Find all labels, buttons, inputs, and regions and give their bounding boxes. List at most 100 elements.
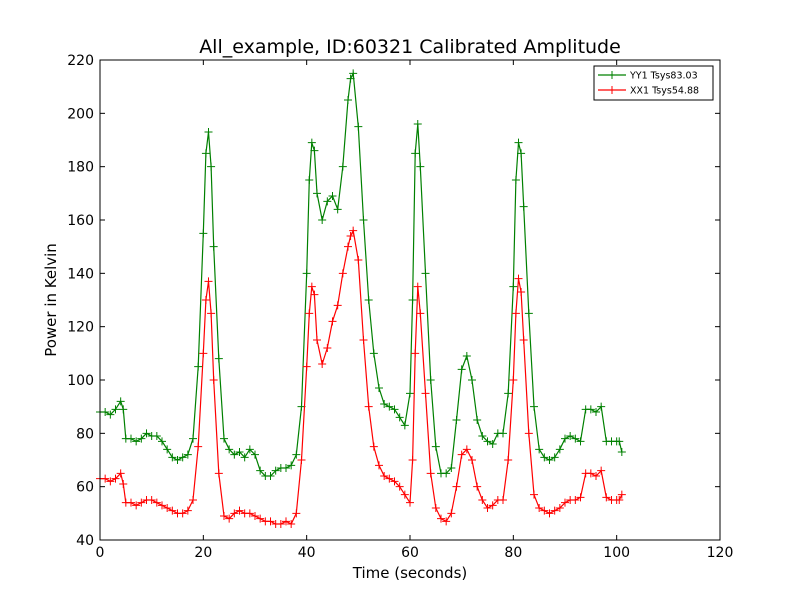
data-point	[338, 162, 347, 171]
data-point	[251, 512, 259, 520]
data-point	[106, 410, 115, 419]
x-tick-label: 60	[401, 545, 419, 561]
data-point	[478, 432, 487, 440]
data-point	[338, 269, 347, 278]
data-point	[354, 256, 363, 264]
data-point	[499, 496, 507, 504]
plot-frame	[99, 59, 721, 541]
data-point	[519, 336, 528, 344]
data-point	[282, 517, 290, 526]
data-point	[408, 296, 417, 304]
data-point	[395, 413, 404, 422]
data-point	[375, 384, 383, 392]
data-point	[349, 226, 358, 235]
data-point	[302, 362, 311, 371]
data-point	[576, 437, 585, 446]
data-point	[240, 453, 249, 462]
data-point	[313, 336, 321, 344]
legend-marker-1	[608, 86, 616, 94]
data-point	[111, 405, 120, 414]
data-point	[416, 309, 425, 318]
data-point	[292, 509, 301, 518]
data-point	[333, 301, 342, 310]
data-point	[566, 432, 575, 440]
data-point	[266, 517, 275, 526]
data-point	[406, 389, 414, 398]
data-point	[276, 520, 285, 528]
data-point	[127, 498, 135, 507]
data-point	[431, 504, 440, 512]
data-point	[173, 456, 182, 464]
data-point	[447, 509, 456, 518]
data-point	[225, 445, 234, 454]
data-point	[431, 442, 440, 451]
legend-label-1: XX1 Tsys54.88	[630, 86, 699, 97]
series-layer	[96, 69, 626, 528]
data-point	[287, 461, 296, 470]
data-point	[488, 440, 497, 448]
data-point	[178, 453, 187, 462]
data-point	[305, 176, 314, 184]
data-point	[457, 450, 466, 459]
data-point	[380, 472, 389, 480]
data-point	[555, 445, 564, 454]
y-axis-label: Power in Kelvin	[42, 243, 60, 357]
data-point	[318, 360, 327, 368]
data-point	[586, 405, 595, 414]
data-point	[442, 517, 451, 526]
data-point	[380, 400, 389, 408]
data-point	[119, 405, 128, 414]
data-point	[292, 450, 301, 459]
data-point	[545, 509, 554, 518]
data-point	[359, 216, 368, 224]
data-point	[271, 466, 280, 475]
legend-marker-0	[608, 71, 616, 79]
x-tick-label: 100	[603, 545, 630, 561]
data-point	[561, 434, 569, 443]
data-point	[168, 453, 177, 462]
data-point	[390, 405, 399, 414]
data-point	[517, 149, 526, 158]
data-point	[561, 498, 569, 507]
plot-area	[96, 60, 720, 540]
data-point	[535, 504, 544, 512]
data-point	[282, 464, 290, 472]
data-point	[199, 349, 208, 358]
data-point	[245, 445, 254, 454]
y-tick-label: 120	[67, 320, 94, 336]
data-point	[111, 474, 120, 483]
data-point	[251, 450, 259, 459]
data-point	[615, 496, 624, 504]
data-point	[344, 96, 352, 104]
data-point	[364, 402, 373, 411]
data-point	[189, 496, 197, 504]
data-point	[116, 397, 125, 406]
legend-box	[593, 65, 714, 101]
legend-entries: YY1 Tsys83.03 XX1 Tsys54.88	[598, 71, 699, 97]
data-point	[178, 509, 187, 518]
x-tick-label: 0	[96, 545, 105, 561]
data-point	[592, 408, 600, 416]
data-point	[462, 445, 471, 454]
data-point	[408, 456, 417, 464]
data-point	[421, 389, 430, 398]
x-tick-label: 40	[298, 545, 316, 561]
data-point	[235, 506, 244, 515]
data-point	[411, 149, 420, 158]
data-point	[447, 464, 456, 472]
data-point	[545, 456, 554, 464]
data-point	[442, 469, 451, 478]
data-point	[214, 354, 223, 363]
data-point	[230, 450, 239, 459]
data-point	[119, 480, 128, 488]
data-point	[421, 269, 430, 278]
y-tick-label: 160	[67, 213, 94, 229]
data-point	[235, 448, 244, 456]
y-tick-label: 220	[67, 53, 94, 69]
data-point	[617, 448, 626, 456]
data-point	[524, 309, 533, 318]
data-point	[183, 450, 192, 459]
data-point	[457, 365, 466, 374]
